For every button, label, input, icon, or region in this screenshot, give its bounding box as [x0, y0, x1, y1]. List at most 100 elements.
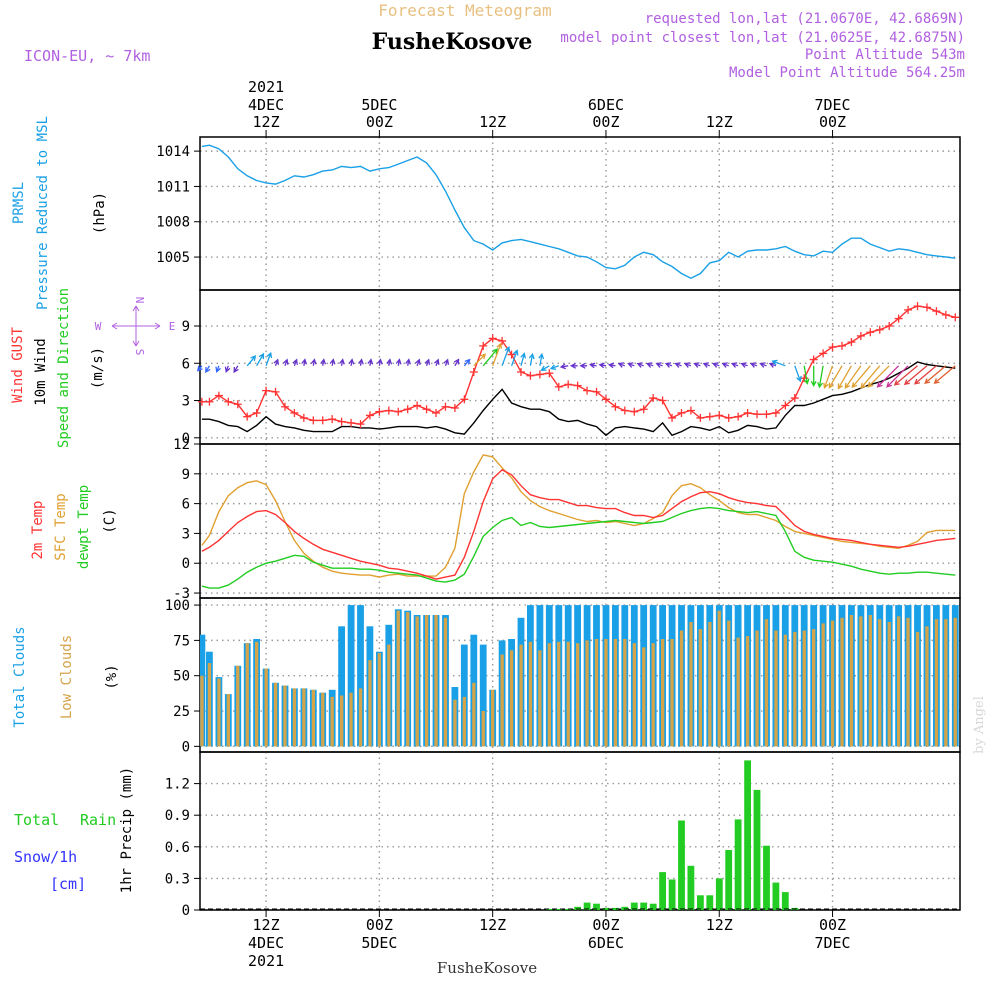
- temp2m-label: 2m Temp: [30, 500, 46, 559]
- low-cloud-bar: [878, 619, 882, 747]
- gust-marker: [856, 331, 865, 340]
- gust-marker: [498, 336, 507, 345]
- wind-arrow: [320, 358, 327, 366]
- rain-bar: [715, 878, 723, 910]
- gust-marker: [885, 322, 894, 331]
- gust-marker: [375, 407, 384, 416]
- low-cloud-bar: [764, 619, 769, 747]
- low-cloud-bar: [245, 643, 249, 747]
- low-cloud-bar: [200, 675, 204, 747]
- y-tick-label: 75: [173, 633, 190, 649]
- gust-marker: [781, 401, 790, 410]
- gust-marker: [922, 303, 931, 312]
- gust-marker: [724, 413, 733, 422]
- wind-arrow: [205, 365, 211, 374]
- gust-marker: [356, 420, 365, 429]
- low-cloud-bar: [604, 639, 608, 747]
- gust-marker: [432, 408, 441, 417]
- wind-arrow: [329, 358, 336, 366]
- low-cloud-bar: [292, 688, 297, 747]
- wind-arrow: [823, 365, 834, 389]
- low-cloud-bar: [481, 711, 485, 747]
- wind-arrow: [759, 362, 767, 368]
- gust-marker: [365, 411, 374, 420]
- y-tick-label: 6: [182, 497, 190, 513]
- precip-ylabel: 1hr Precip (mm): [119, 767, 135, 893]
- gust-marker: [413, 401, 422, 410]
- gust-marker: [790, 394, 799, 403]
- gust-marker: [951, 313, 960, 322]
- low-cloud-bar: [396, 610, 400, 747]
- low-cloud-bar: [745, 636, 750, 747]
- gust-marker: [252, 408, 261, 417]
- gust-marker: [535, 370, 544, 379]
- wind-arrow: [520, 352, 527, 366]
- low-cloud-bar: [840, 617, 844, 747]
- rain-bar: [725, 850, 733, 910]
- low-cloud-bar: [812, 629, 816, 747]
- gust-marker: [545, 369, 554, 378]
- low-cloud-bar: [330, 696, 334, 747]
- low-cloud-bar: [736, 637, 740, 747]
- wind-arrow: [655, 362, 663, 368]
- gust-marker: [705, 412, 714, 421]
- rain-bar: [621, 906, 629, 910]
- low-cloud-bar: [311, 689, 315, 747]
- wind-arrow: [395, 358, 402, 366]
- low-cloud-bar: [415, 616, 419, 747]
- gust-marker: [837, 341, 846, 350]
- wind-arrow: [627, 362, 635, 368]
- gust-marker: [516, 367, 525, 376]
- y-tick-label: 0.9: [165, 808, 190, 824]
- wind-arrow: [867, 365, 890, 388]
- wind-arrow: [588, 362, 597, 369]
- wind-arrow: [794, 365, 802, 383]
- rain-bar: [763, 845, 770, 910]
- temp-2m-line: [201, 468, 956, 580]
- wind-arrow: [810, 365, 817, 387]
- low-cloud-bar: [774, 630, 778, 747]
- wind-arrow: [933, 365, 956, 384]
- total-clouds-label: Total Clouds: [12, 626, 28, 727]
- compass-w: W: [95, 320, 102, 333]
- precip-total-label: Total: [14, 811, 59, 829]
- wind-arrow: [837, 365, 852, 390]
- dewpt-label: dewpt Temp: [76, 485, 92, 569]
- wind-arrow: [607, 362, 616, 369]
- low-cloud-bar: [557, 641, 561, 747]
- gust-marker: [658, 396, 667, 405]
- gust-marker: [743, 408, 752, 417]
- chart-title: Forecast Meteogram: [378, 1, 551, 20]
- low-cloud-bar: [425, 615, 429, 747]
- model-label: ICON-EU, ~ 7km: [24, 47, 150, 65]
- rain-bar: [734, 819, 742, 910]
- gust-marker: [753, 410, 762, 419]
- low-cloud-bar: [623, 639, 627, 747]
- wind-arrow: [903, 365, 928, 386]
- rain-bar: [612, 907, 619, 910]
- wind-arrow: [473, 353, 487, 367]
- low-cloud-bar: [887, 622, 891, 747]
- gust-marker: [460, 395, 469, 404]
- gust-marker: [290, 408, 299, 417]
- gust-marker: [941, 310, 950, 319]
- gust-marker: [564, 380, 573, 389]
- gust-marker: [649, 394, 658, 403]
- gust-marker: [422, 405, 431, 414]
- low-cloud-bar: [226, 694, 230, 747]
- date-label-top: 7DEC: [814, 96, 850, 114]
- low-clouds-label: Low Clouds: [59, 635, 75, 719]
- pressure-label-long: Pressure Reduced to MSL: [35, 116, 51, 310]
- y-tick-label: 1011: [156, 179, 190, 195]
- gust-marker: [894, 314, 903, 323]
- low-cloud-bar: [755, 630, 759, 747]
- low-cloud-bar: [698, 629, 702, 747]
- compass-n: N: [133, 297, 146, 304]
- time-label-bottom: 00Z: [366, 916, 393, 934]
- y-tick-label: 0: [182, 739, 190, 755]
- gust-marker: [197, 397, 206, 406]
- date-label-top: 6DEC: [588, 96, 624, 114]
- wind-arrow: [196, 365, 203, 372]
- low-cloud-bar: [849, 615, 854, 747]
- gust-marker: [205, 397, 214, 406]
